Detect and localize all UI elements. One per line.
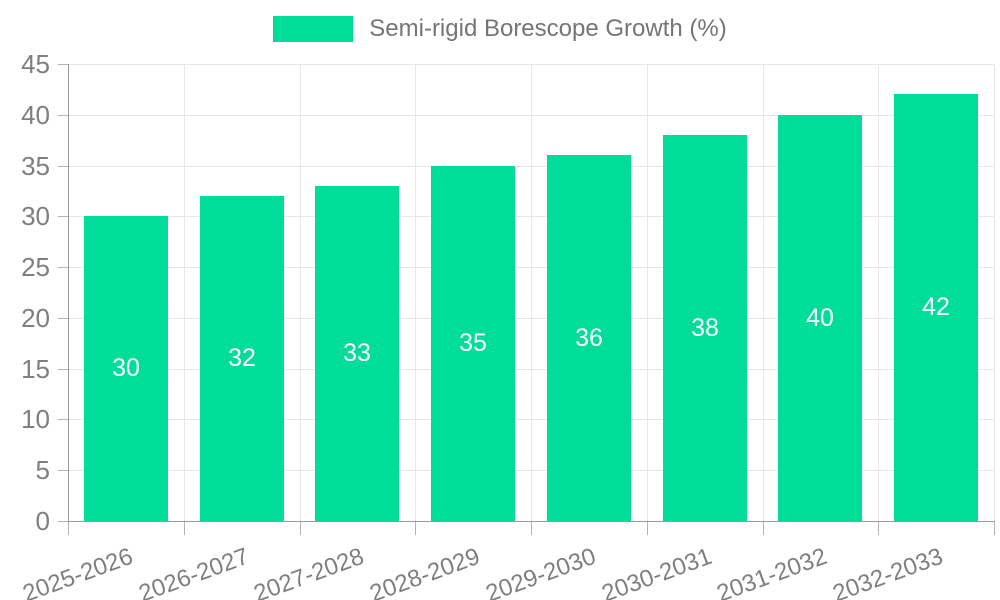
bar: 33	[315, 186, 399, 521]
y-axis-tick-label: 20	[21, 302, 50, 333]
y-axis-tick-label: 5	[35, 455, 50, 486]
v-gridline	[531, 64, 532, 521]
y-axis-tick-label: 35	[21, 150, 50, 181]
legend[interactable]: Semi-rigid Borescope Growth (%)	[0, 16, 1000, 42]
bar-value-label: 42	[922, 293, 950, 321]
bar: 42	[894, 94, 978, 521]
bar-value-label: 30	[112, 354, 140, 382]
bar: 38	[663, 135, 747, 521]
x-axis-tick	[68, 522, 69, 535]
x-axis-tick	[878, 522, 879, 535]
y-axis-tick	[58, 64, 68, 65]
bar: 36	[547, 155, 631, 521]
y-axis-tick	[58, 419, 68, 421]
legend-swatch-icon	[273, 16, 354, 42]
bar-value-label: 40	[806, 303, 834, 332]
v-gridline	[994, 64, 995, 521]
v-gridline	[878, 64, 879, 521]
y-axis-tick	[58, 165, 68, 167]
x-axis-line	[68, 521, 995, 522]
bar-value-label: 38	[691, 313, 719, 342]
bar: 35	[431, 166, 515, 521]
y-axis-tick	[58, 470, 68, 472]
y-axis-tick	[58, 317, 68, 319]
x-axis-tick	[647, 522, 648, 535]
bar: 32	[200, 196, 284, 521]
y-axis-tick-label: 25	[21, 252, 50, 283]
y-axis-line	[68, 64, 69, 522]
y-axis-tick	[58, 521, 68, 522]
y-axis-tick	[58, 368, 68, 370]
bar-value-label: 36	[575, 323, 603, 352]
bar: 40	[778, 115, 862, 521]
y-axis-tick-label: 10	[21, 404, 50, 435]
y-axis-tick-label: 45	[21, 49, 50, 79]
y-axis-tick	[58, 216, 68, 218]
bar: 30	[84, 216, 168, 521]
bar-value-label: 35	[459, 329, 487, 357]
x-axis-tick	[415, 522, 416, 535]
v-gridline	[184, 64, 185, 521]
y-axis-tick-label: 15	[21, 353, 50, 384]
bar-value-label: 32	[228, 344, 256, 372]
v-gridline	[647, 64, 648, 521]
legend-label: Semi-rigid Borescope Growth (%)	[369, 15, 727, 42]
x-axis-tick	[531, 522, 532, 535]
v-gridline	[300, 64, 301, 521]
x-axis-tick	[184, 522, 185, 535]
x-axis-tick	[994, 522, 995, 535]
v-gridline	[415, 64, 416, 521]
x-axis-tick	[763, 522, 764, 535]
y-axis-tick	[58, 114, 68, 116]
plot-area: 30 32 33 35 36 38 40 42	[68, 64, 995, 521]
y-axis-tick-label: 0	[35, 506, 50, 536]
y-axis-tick	[58, 267, 68, 269]
y-axis-tick-label: 30	[21, 201, 50, 232]
y-axis-tick-label: 40	[21, 99, 50, 130]
x-axis-tick	[300, 522, 301, 535]
bar-value-label: 33	[343, 339, 371, 367]
v-gridline	[763, 64, 764, 521]
